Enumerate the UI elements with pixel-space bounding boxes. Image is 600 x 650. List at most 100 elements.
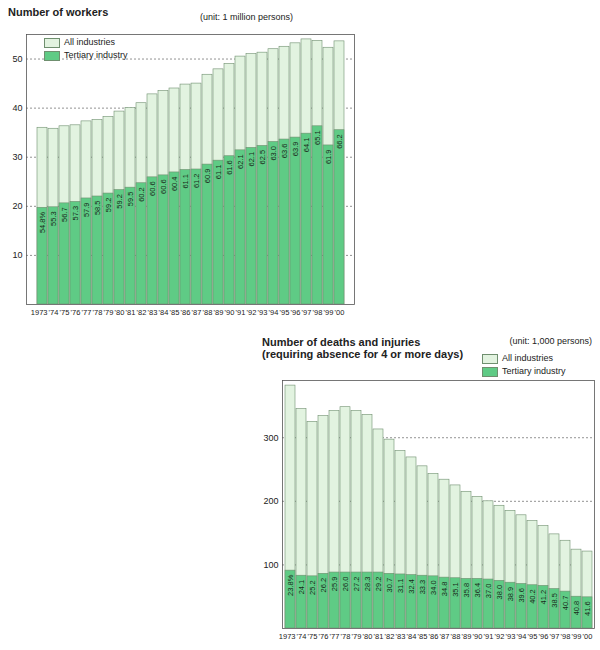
svg-text:'77: '77 xyxy=(82,308,92,317)
svg-text:'74: '74 xyxy=(297,632,307,641)
svg-text:'80: '80 xyxy=(363,632,373,641)
svg-text:29.2: 29.2 xyxy=(374,577,383,592)
svg-text:60.4: 60.4 xyxy=(170,176,179,191)
svg-text:56.7: 56.7 xyxy=(60,207,69,222)
svg-text:'83: '83 xyxy=(396,632,406,641)
svg-text:61.6: 61.6 xyxy=(225,160,234,175)
svg-text:'88: '88 xyxy=(451,632,461,641)
svg-text:'99: '99 xyxy=(324,308,334,317)
svg-text:31.1: 31.1 xyxy=(396,578,405,593)
svg-text:35.1: 35.1 xyxy=(451,582,460,597)
svg-text:'85: '85 xyxy=(170,308,180,317)
svg-text:54.8%: 54.8% xyxy=(38,211,47,233)
svg-text:23.8%: 23.8% xyxy=(286,574,295,596)
svg-text:26.0: 26.0 xyxy=(341,577,350,592)
svg-text:27.2: 27.2 xyxy=(352,577,361,592)
svg-text:57.9: 57.9 xyxy=(82,202,91,217)
svg-text:34.0: 34.0 xyxy=(429,580,438,595)
svg-text:'95: '95 xyxy=(280,308,290,317)
svg-text:'75: '75 xyxy=(308,632,318,641)
svg-text:63.0: 63.0 xyxy=(269,146,278,161)
svg-text:'00: '00 xyxy=(335,308,345,317)
svg-text:'82: '82 xyxy=(137,308,147,317)
svg-text:'88: '88 xyxy=(203,308,213,317)
svg-text:'79: '79 xyxy=(352,632,362,641)
svg-text:'99: '99 xyxy=(572,632,582,641)
svg-text:'94: '94 xyxy=(517,632,527,641)
svg-text:33.3: 33.3 xyxy=(418,580,427,595)
svg-text:62.1: 62.1 xyxy=(236,154,245,169)
svg-text:59.2: 59.2 xyxy=(115,194,124,209)
svg-text:'82: '82 xyxy=(385,632,395,641)
svg-text:10: 10 xyxy=(12,250,22,260)
svg-text:'92: '92 xyxy=(247,308,257,317)
svg-text:63.6: 63.6 xyxy=(280,144,289,159)
svg-text:'77: '77 xyxy=(330,632,340,641)
svg-text:41.6: 41.6 xyxy=(583,601,592,616)
svg-text:62.1: 62.1 xyxy=(247,152,256,167)
svg-text:'79: '79 xyxy=(104,308,114,317)
svg-text:'86: '86 xyxy=(181,308,191,317)
svg-text:39.6: 39.6 xyxy=(517,588,526,603)
svg-text:30: 30 xyxy=(12,152,22,162)
svg-text:38.9: 38.9 xyxy=(506,587,515,602)
svg-text:100: 100 xyxy=(263,560,278,570)
svg-text:'00: '00 xyxy=(583,632,593,641)
svg-text:20: 20 xyxy=(12,201,22,211)
svg-text:'83: '83 xyxy=(148,308,158,317)
svg-text:200: 200 xyxy=(263,496,278,506)
svg-text:60.9: 60.9 xyxy=(203,169,212,184)
svg-text:40.2: 40.2 xyxy=(528,589,537,604)
svg-text:'76: '76 xyxy=(319,632,329,641)
svg-text:'90: '90 xyxy=(225,308,235,317)
svg-text:'75: '75 xyxy=(60,308,70,317)
svg-text:'95: '95 xyxy=(528,632,538,641)
svg-text:61.1: 61.1 xyxy=(181,174,190,189)
svg-text:'91: '91 xyxy=(484,632,494,641)
svg-text:'78: '78 xyxy=(93,308,103,317)
svg-text:'81: '81 xyxy=(126,308,136,317)
svg-text:40.8: 40.8 xyxy=(572,601,581,616)
svg-text:35.8: 35.8 xyxy=(462,583,471,598)
svg-text:63.9: 63.9 xyxy=(291,142,300,157)
svg-text:26.2: 26.2 xyxy=(319,578,328,593)
svg-text:40: 40 xyxy=(12,103,22,113)
svg-text:'97: '97 xyxy=(550,632,560,641)
svg-text:'85: '85 xyxy=(418,632,428,641)
svg-text:28.3: 28.3 xyxy=(363,577,372,592)
svg-text:66.2: 66.2 xyxy=(335,134,344,149)
svg-text:36.4: 36.4 xyxy=(473,583,482,598)
svg-text:30.7: 30.7 xyxy=(385,578,394,593)
svg-text:'91: '91 xyxy=(236,308,246,317)
svg-text:32.4: 32.4 xyxy=(407,579,416,594)
svg-text:61.2: 61.2 xyxy=(192,174,201,189)
svg-text:60.2: 60.2 xyxy=(137,187,146,202)
svg-text:1973: 1973 xyxy=(31,308,48,317)
svg-text:'89: '89 xyxy=(214,308,224,317)
svg-text:'76: '76 xyxy=(71,308,81,317)
svg-text:50: 50 xyxy=(12,54,22,64)
svg-text:'96: '96 xyxy=(539,632,549,641)
svg-text:'74: '74 xyxy=(49,308,59,317)
svg-text:38.0: 38.0 xyxy=(495,585,504,600)
svg-text:25.2: 25.2 xyxy=(308,580,317,595)
svg-text:'87: '87 xyxy=(440,632,450,641)
svg-text:'93: '93 xyxy=(506,632,516,641)
svg-text:'92: '92 xyxy=(495,632,505,641)
svg-text:'93: '93 xyxy=(258,308,268,317)
svg-text:'89: '89 xyxy=(462,632,472,641)
svg-text:37.0: 37.0 xyxy=(484,584,493,599)
svg-text:65.1: 65.1 xyxy=(313,130,322,145)
svg-text:1973: 1973 xyxy=(279,632,296,641)
svg-text:34.8: 34.8 xyxy=(440,582,449,597)
svg-text:38.5: 38.5 xyxy=(550,593,559,608)
svg-text:'84: '84 xyxy=(407,632,417,641)
svg-text:40.7: 40.7 xyxy=(561,596,570,611)
svg-text:61.9: 61.9 xyxy=(324,149,333,164)
svg-text:57.3: 57.3 xyxy=(71,206,80,221)
svg-text:60.6: 60.6 xyxy=(148,181,157,196)
svg-text:59.2: 59.2 xyxy=(104,198,113,213)
svg-text:'90: '90 xyxy=(473,632,483,641)
svg-text:'97: '97 xyxy=(302,308,312,317)
svg-text:60.6: 60.6 xyxy=(159,179,168,194)
